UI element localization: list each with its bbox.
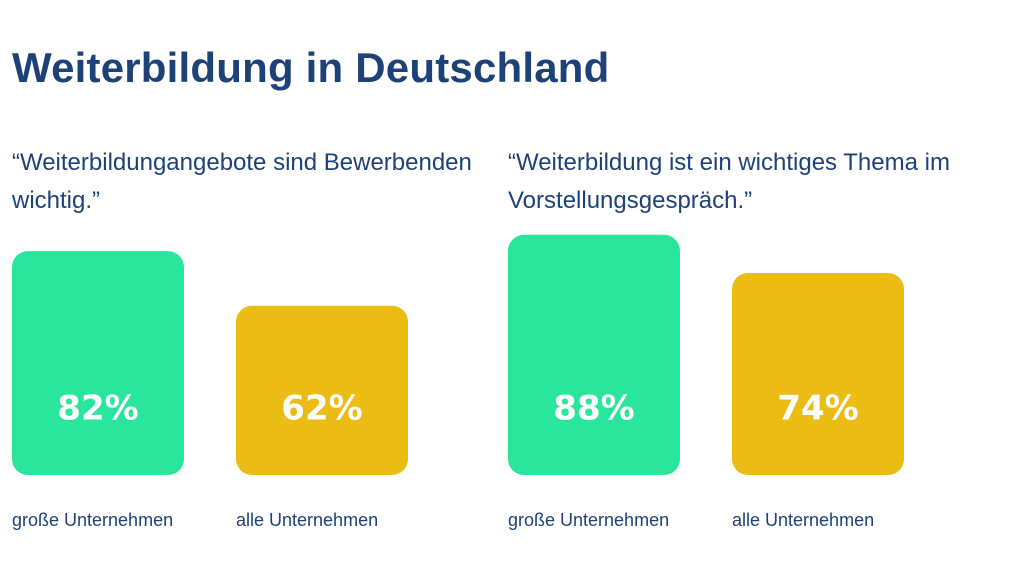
- chart-2-bar-grosse-unternehmen: [508, 234, 680, 475]
- chart-1-bar-alle-unternehmen: [236, 305, 408, 475]
- chart-1-category-label-2: alle Unternehmen: [236, 510, 378, 530]
- chart-1-value-label-2: 62%: [281, 389, 362, 429]
- chart-2-value-label-2: 74%: [777, 389, 858, 429]
- chart-2-value-label-1: 88%: [553, 389, 634, 429]
- chart-1-bar-grosse-unternehmen: [12, 251, 184, 475]
- chart-2-bar-alle-unternehmen: [732, 272, 904, 475]
- chart-2-category-label-1: große Unternehmen: [508, 510, 669, 530]
- page-title: Weiterbildung in Deutschland: [12, 44, 610, 91]
- chart-2-category-label-2: alle Unternehmen: [732, 510, 874, 530]
- chart-1-category-label-1: große Unternehmen: [12, 510, 173, 530]
- chart-1-quote: “Weiterbildungangebote sind Bewerbenden …: [12, 149, 472, 214]
- chart-2-quote: “Weiterbildung ist ein wichtiges Thema i…: [508, 149, 950, 214]
- chart-1-value-label-1: 82%: [57, 389, 138, 429]
